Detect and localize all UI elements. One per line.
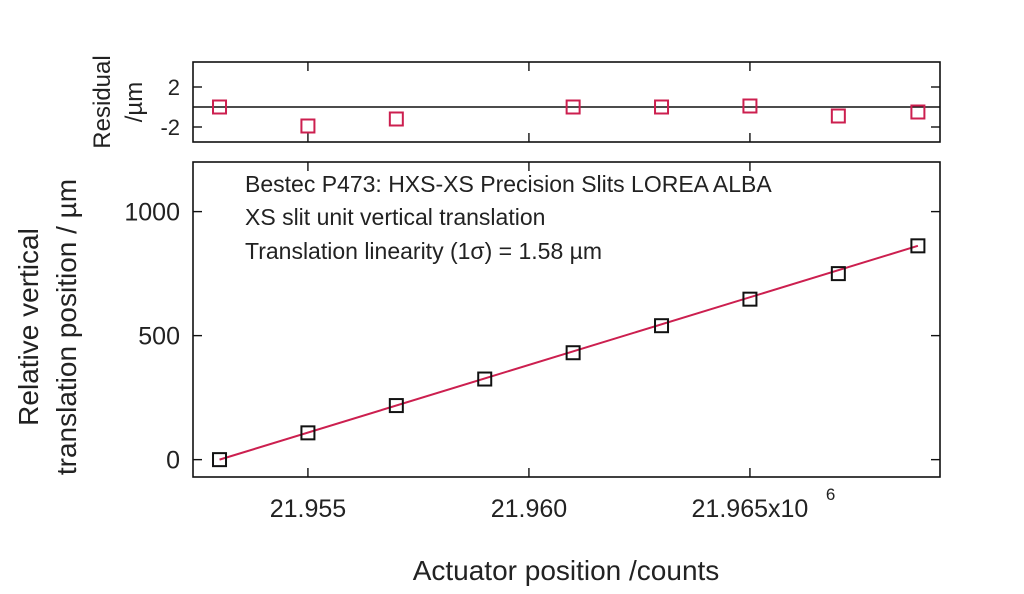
data-point [654,318,670,334]
x-tick-label: 21.955 [270,495,346,523]
fit-line [219,244,919,461]
y-axis-title-line1: Relative vertical [13,228,44,426]
residual-point [830,108,846,124]
x-tick-label: 21.960 [491,495,567,523]
residual-y-tick-label: -2 [160,115,180,140]
main-plot-frame [192,161,941,478]
residual-point [910,104,926,120]
data-point [212,452,228,468]
residual-point [654,99,670,115]
x-axis-exponent: 6 [826,485,835,504]
data-point [742,291,758,307]
annotation-line-1: Bestec P473: HXS-XS Precision Slits LORE… [245,171,772,197]
data-point [477,371,493,387]
residual-point [742,98,758,114]
residual-y-tick-label: 2 [168,75,180,100]
data-point [830,266,846,282]
residual-point [300,118,316,134]
annotation-line-3: Translation linearity (1σ) = 1.58 µm [245,238,602,264]
data-point [388,398,404,414]
y-tick-label: 500 [138,323,180,351]
y-axis-title-line2: translation position / µm [51,179,82,475]
residual-point [565,99,581,115]
y-tick-label: 0 [166,447,180,475]
residual-axis-title-line1: Residual [89,55,116,148]
data-point [565,345,581,361]
residual-point [388,111,404,127]
x-axis-title: Actuator position /counts [413,555,720,586]
x-tick-label: 21.965x10 [692,495,809,523]
residual-point [212,99,228,115]
data-point [910,238,926,254]
residual-plot-frame [192,61,941,143]
annotation-line-2: XS slit unit vertical translation [245,204,545,230]
residual-axis-title-line2: /µm [121,82,148,123]
data-point [300,425,316,441]
y-tick-label: 1000 [124,199,180,227]
